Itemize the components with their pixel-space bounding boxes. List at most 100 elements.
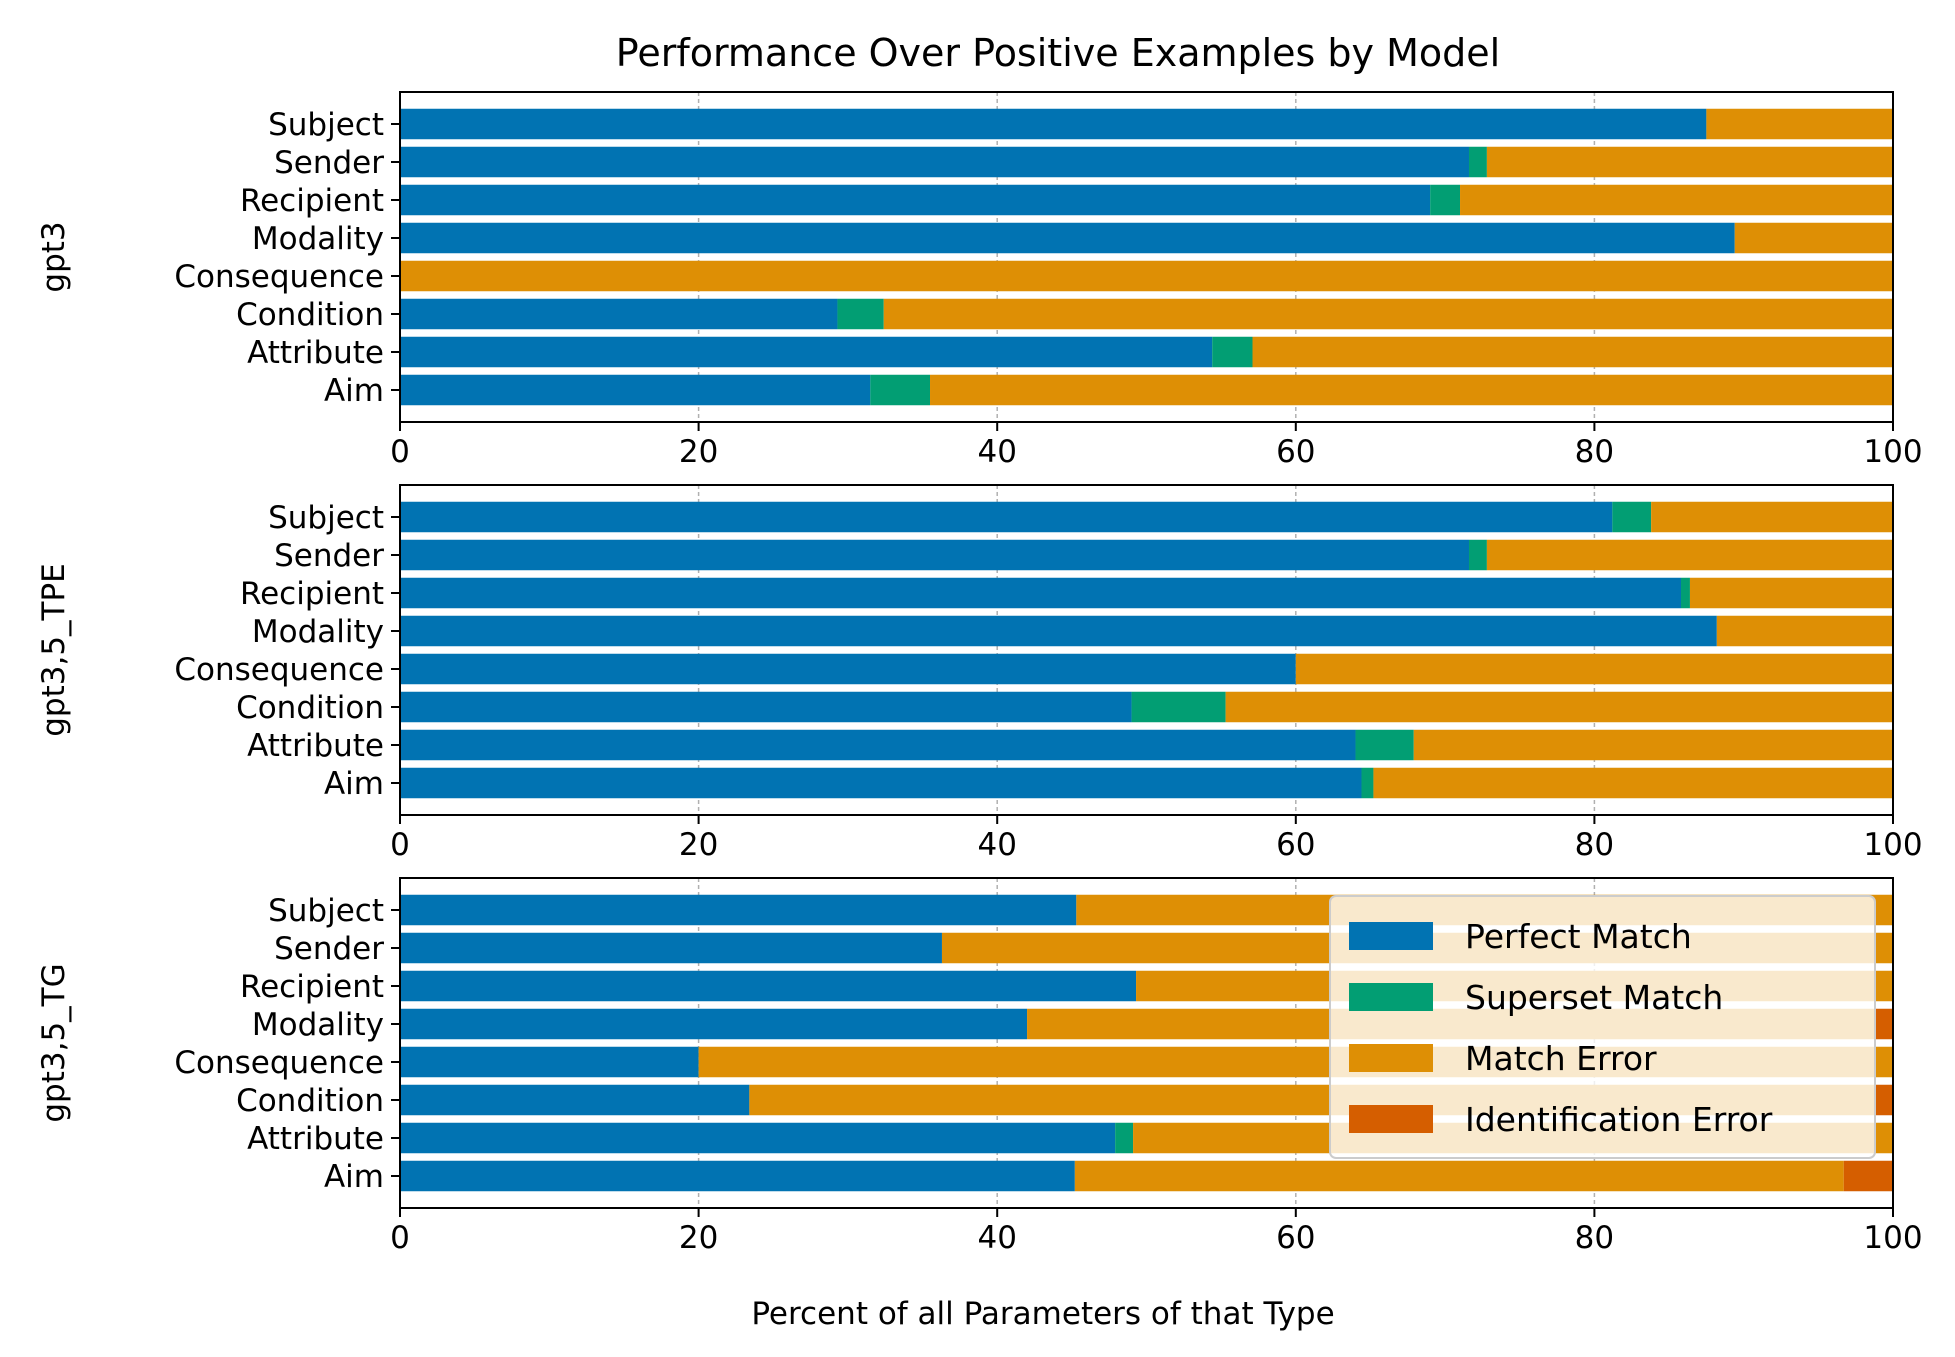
x-tick-label: 80	[1575, 827, 1614, 863]
category-label-sender: Sender	[274, 931, 384, 967]
bar-gpt3-5-tpe-condition-match-error	[1225, 691, 1893, 723]
category-label-aim: Aim	[324, 373, 384, 409]
bar-gpt3-5-tpe-modality-perfect-match	[400, 615, 1717, 647]
bar-gpt3-5-tpe-aim-superset-match	[1361, 767, 1374, 799]
category-label-attribute: Attribute	[247, 728, 384, 764]
category-label-subject: Subject	[268, 500, 384, 536]
bar-gpt3-5-tpe-consequence-match-error	[1295, 653, 1893, 685]
bar-gpt3-5-tg-attribute-perfect-match	[400, 1122, 1116, 1154]
legend-box	[1329, 895, 1876, 1159]
legend-swatch-identification-error	[1349, 1105, 1433, 1133]
x-tick-label: 40	[977, 1220, 1016, 1256]
bar-gpt3-5-tg-modality-identification-error	[1875, 1008, 1893, 1040]
bar-gpt3-5-tg-condition-perfect-match	[400, 1084, 750, 1116]
bar-gpt3-modality-match-error	[1734, 222, 1893, 254]
legend: Perfect Match Superset Match Match Error Id…	[1329, 895, 1876, 1159]
bar-gpt3-5-tpe-subject-match-error	[1651, 501, 1893, 533]
bar-gpt3-sender-perfect-match	[400, 146, 1469, 178]
category-label-sender: Sender	[274, 145, 384, 181]
bar-gpt3-5-tpe-sender-match-error	[1486, 539, 1893, 571]
bar-gpt3-5-tpe-aim-perfect-match	[400, 767, 1362, 799]
bar-gpt3-5-tg-aim-perfect-match	[400, 1160, 1075, 1192]
x-tick-label: 0	[390, 434, 410, 470]
bar-gpt3-5-tpe-attribute-superset-match	[1355, 729, 1414, 761]
legend-swatch-perfect-match	[1349, 922, 1433, 950]
x-tick-label: 80	[1575, 434, 1614, 470]
bar-gpt3-aim-match-error	[930, 374, 1893, 406]
bar-gpt3-5-tpe-recipient-superset-match	[1680, 577, 1690, 609]
panel-gpt3-5-tpe: SubjectSenderRecipientModalityConsequenc…	[36, 484, 1923, 863]
bar-gpt3-recipient-superset-match	[1430, 184, 1461, 216]
category-label-condition: Condition	[236, 297, 384, 333]
bar-gpt3-5-tpe-sender-superset-match	[1468, 539, 1487, 571]
category-label-consequence: Consequence	[174, 259, 384, 295]
bar-gpt3-attribute-match-error	[1252, 336, 1893, 368]
bar-gpt3-condition-perfect-match	[400, 298, 838, 330]
bar-gpt3-modality-perfect-match	[400, 222, 1735, 254]
legend-label-identification-error: Identification Error	[1465, 1100, 1773, 1139]
bar-gpt3-condition-superset-match	[837, 298, 884, 330]
bar-gpt3-5-tpe-subject-superset-match	[1612, 501, 1652, 533]
x-tick-label: 20	[679, 1220, 718, 1256]
category-label-consequence: Consequence	[174, 652, 384, 688]
panel-gpt3: SubjectSenderRecipientModalityConsequenc…	[36, 91, 1923, 470]
bar-gpt3-5-tg-aim-match-error	[1074, 1160, 1844, 1192]
bar-gpt3-5-tg-sender-perfect-match	[400, 932, 942, 964]
axes-frame	[399, 484, 1894, 816]
x-tick-label: 40	[977, 434, 1016, 470]
bar-gpt3-5-tg-consequence-perfect-match	[400, 1046, 699, 1078]
bar-gpt3-recipient-match-error	[1460, 184, 1893, 216]
bar-gpt3-attribute-perfect-match	[400, 336, 1213, 368]
legend-swatch-superset-match	[1349, 983, 1433, 1011]
x-tick-label: 60	[1276, 1220, 1315, 1256]
x-tick-label: 0	[390, 1220, 410, 1256]
category-label-modality: Modality	[252, 614, 384, 650]
axes-frame	[399, 91, 1894, 423]
category-label-aim: Aim	[324, 1159, 384, 1195]
bar-gpt3-5-tpe-aim-match-error	[1373, 767, 1893, 799]
panel-ylabel-gpt3-5-tpe: gpt3,5_TPE	[36, 563, 72, 737]
bar-gpt3-5-tg-condition-identification-error	[1875, 1084, 1893, 1116]
x-tick-label: 40	[977, 827, 1016, 863]
x-tick-label: 60	[1276, 827, 1315, 863]
bar-gpt3-sender-superset-match	[1468, 146, 1487, 178]
category-label-modality: Modality	[252, 1007, 384, 1043]
bar-gpt3-subject-match-error	[1706, 108, 1893, 140]
axes-frame	[399, 877, 1894, 1209]
legend-swatch-match-error	[1349, 1044, 1433, 1072]
bar-gpt3-5-tg-attribute-superset-match	[1115, 1122, 1134, 1154]
category-label-condition: Condition	[236, 1083, 384, 1119]
category-label-modality: Modality	[252, 221, 384, 257]
bar-gpt3-consequence-match-error	[400, 260, 1893, 292]
category-label-attribute: Attribute	[247, 1121, 384, 1157]
x-tick-label: 60	[1276, 434, 1315, 470]
category-label-attribute: Attribute	[247, 335, 384, 371]
bar-gpt3-5-tpe-consequence-perfect-match	[400, 653, 1296, 685]
bar-gpt3-condition-match-error	[883, 298, 1893, 330]
bar-gpt3-5-tpe-attribute-match-error	[1413, 729, 1893, 761]
bar-gpt3-5-tg-modality-perfect-match	[400, 1008, 1028, 1040]
bar-gpt3-attribute-superset-match	[1212, 336, 1253, 368]
category-label-recipient: Recipient	[240, 969, 384, 1005]
category-label-aim: Aim	[324, 766, 384, 802]
x-axis-label: Percent of all Parameters of that Type	[751, 1296, 1334, 1332]
category-label-condition: Condition	[236, 690, 384, 726]
category-label-recipient: Recipient	[240, 576, 384, 612]
x-tick-label: 20	[679, 827, 718, 863]
x-tick-label: 100	[1863, 827, 1922, 863]
bar-gpt3-5-tpe-condition-perfect-match	[400, 691, 1132, 723]
bar-gpt3-5-tg-recipient-perfect-match	[400, 970, 1137, 1002]
bar-gpt3-5-tpe-sender-perfect-match	[400, 539, 1469, 571]
bar-gpt3-recipient-perfect-match	[400, 184, 1431, 216]
category-label-subject: Subject	[268, 107, 384, 143]
bar-gpt3-subject-perfect-match	[400, 108, 1707, 140]
bar-gpt3-5-tpe-condition-superset-match	[1131, 691, 1226, 723]
bar-gpt3-5-tpe-attribute-perfect-match	[400, 729, 1356, 761]
bar-gpt3-sender-match-error	[1486, 146, 1893, 178]
bar-gpt3-5-tpe-modality-match-error	[1716, 615, 1893, 647]
category-label-recipient: Recipient	[240, 183, 384, 219]
bar-gpt3-5-tpe-subject-perfect-match	[400, 501, 1613, 533]
legend-label-match-error: Match Error	[1465, 1039, 1657, 1078]
category-label-consequence: Consequence	[174, 1045, 384, 1081]
legend-label-perfect-match: Perfect Match	[1465, 917, 1692, 956]
